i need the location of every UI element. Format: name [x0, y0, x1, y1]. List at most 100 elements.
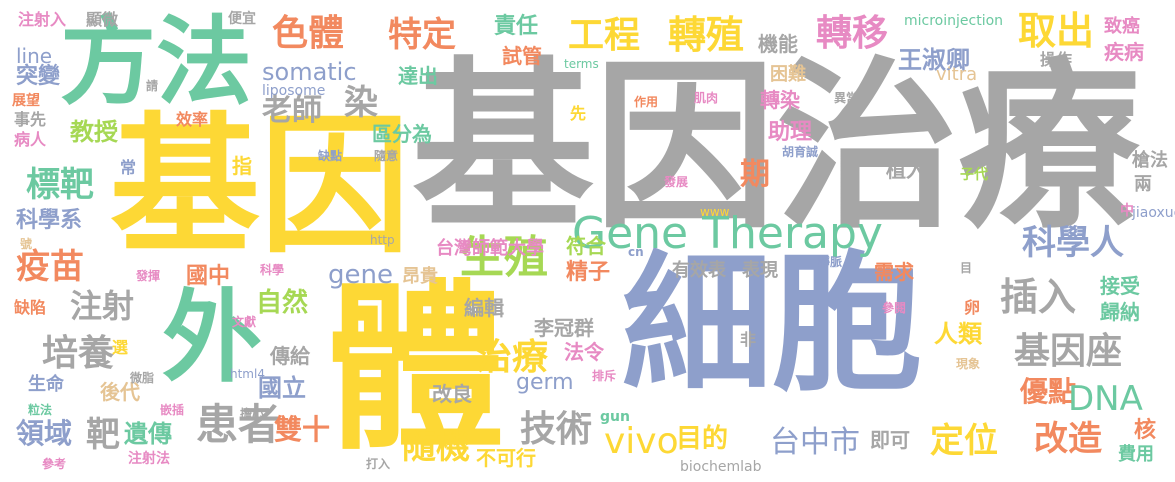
cloud-word: 接受 — [1100, 274, 1140, 298]
cloud-word: 生命 — [28, 374, 64, 395]
cloud-word: 達出 — [398, 64, 438, 88]
cloud-word: 基因座 — [1014, 331, 1123, 372]
cloud-word: 不可行 — [476, 446, 536, 470]
cloud-word: 參閱 — [882, 301, 907, 315]
cloud-word: 培養 — [42, 333, 115, 374]
cloud-word: 目的 — [676, 424, 729, 454]
cloud-word: 文獻 — [232, 315, 257, 329]
cloud-word: 自然 — [256, 288, 309, 318]
cloud-word: 基因治療 — [412, 41, 1140, 253]
cloud-word: 號 — [20, 237, 33, 251]
cloud-word: 作用 — [634, 95, 659, 109]
cloud-word: 排斥 — [592, 369, 617, 383]
cloud-word: 患者 — [196, 400, 281, 449]
cloud-word: 操作 — [1040, 50, 1073, 69]
cloud-word: 目 — [960, 261, 973, 275]
cloud-word: 需求 — [874, 260, 914, 284]
cloud-word: 發展 — [664, 175, 689, 189]
cloud-word: 先 — [570, 104, 587, 123]
cloud-word: 效率 — [176, 110, 209, 129]
cloud-word: biochemlab — [680, 459, 762, 475]
cloud-word: 費用 — [1118, 444, 1154, 465]
cloud-word: 展望 — [12, 93, 40, 109]
cloud-word: DNA — [1068, 379, 1143, 419]
cloud-word: 轉移 — [816, 13, 889, 54]
cloud-word: 體 — [325, 265, 506, 474]
cloud-word: Gene Therapy — [572, 208, 883, 259]
cloud-word: 細胞 — [622, 238, 923, 412]
cloud-word: 隨意 — [374, 149, 399, 163]
cloud-word: 插入 — [1000, 275, 1077, 319]
cloud-word: vivo — [604, 421, 679, 462]
cloud-word: 領域 — [16, 417, 73, 450]
cloud-word: 區分為 — [372, 122, 432, 146]
cloud-word: 遺傳 — [124, 420, 172, 448]
cloud-word: 困難 — [770, 64, 806, 85]
cloud-word: 便宜 — [228, 11, 256, 27]
cloud-word: cn — [628, 245, 644, 259]
cloud-word: 事先 — [14, 110, 47, 129]
cloud-word: 注射入 — [18, 10, 67, 29]
cloud-word: 植入 — [886, 158, 926, 182]
cloud-word: 缺點 — [318, 149, 343, 163]
cloud-word: 歸納 — [1100, 300, 1140, 324]
cloud-word: 試管 — [502, 44, 542, 68]
cloud-word: 染 — [344, 83, 378, 123]
cloud-word: 致癌 — [1104, 16, 1140, 37]
cloud-word: 責任 — [494, 14, 539, 39]
cloud-word: 定位 — [930, 421, 998, 461]
cloud-word: gene — [328, 260, 393, 290]
cloud-word: 國立 — [258, 374, 306, 402]
cloud-word: 肌肉 — [694, 91, 719, 105]
cloud-word: germ — [516, 370, 574, 395]
cloud-word: 非 — [740, 330, 757, 349]
cloud-word: 核 — [1134, 418, 1157, 443]
cloud-word: somatic — [262, 58, 357, 86]
cloud-word: 疾病 — [1104, 40, 1144, 64]
cloud-word: 生殖 — [460, 232, 548, 283]
cloud-word: html4 — [230, 367, 265, 381]
cloud-word: 取出 — [1018, 9, 1095, 53]
cloud-word: jiaoxue — [1132, 205, 1175, 221]
cloud-word: 隨機 — [402, 427, 470, 467]
cloud-word: 微脂 — [130, 371, 155, 385]
cloud-word: 顯微 — [86, 10, 119, 29]
cloud-word: 傳給 — [270, 344, 310, 368]
cloud-word: 機能 — [758, 32, 798, 56]
cloud-word: 教授 — [70, 118, 118, 146]
cloud-word: 注射法 — [128, 451, 170, 467]
cloud-word: 打入 — [366, 457, 391, 471]
cloud-word: 表現 — [742, 260, 778, 281]
cloud-word: 工程 — [568, 15, 641, 56]
cloud-word: gun — [600, 409, 630, 425]
cloud-word: 即可 — [870, 428, 910, 452]
cloud-word: 轉殖 — [668, 13, 745, 57]
cloud-word: 外 — [162, 279, 262, 396]
cloud-word: 人類 — [934, 320, 982, 348]
cloud-word: 兩 — [1134, 174, 1152, 195]
cloud-word: 轉染 — [760, 88, 800, 112]
cloud-word: 改造 — [1034, 419, 1102, 459]
cloud-word: 中 — [1120, 203, 1134, 219]
cloud-word: 槍法 — [1132, 150, 1168, 171]
cloud-word: 突變 — [16, 64, 61, 89]
cloud-word: 技術 — [520, 409, 593, 450]
cloud-word: 李冠群 — [534, 316, 594, 340]
cloud-word: 常 — [120, 158, 137, 177]
cloud-word: 疫苗 — [16, 247, 84, 287]
cloud-word: 基因 — [110, 100, 411, 274]
cloud-word: 擔心 — [240, 407, 265, 421]
cloud-word: 雙十 — [274, 413, 331, 446]
cloud-word: 王淑卿 — [898, 46, 970, 74]
cloud-word: 優點 — [1020, 375, 1077, 408]
cloud-word: 老師 — [262, 93, 322, 128]
cloud-word: 指 — [232, 154, 252, 178]
cloud-word: 色體 — [272, 13, 345, 54]
cloud-word: 靜脈 — [818, 255, 843, 269]
cloud-word: 台灣師範大學 — [436, 238, 544, 259]
cloud-word: 治療 — [476, 337, 549, 378]
cloud-word: 科學人 — [1022, 223, 1124, 263]
cloud-word: 現象 — [956, 357, 981, 371]
cloud-word: 標靶 — [26, 165, 94, 205]
